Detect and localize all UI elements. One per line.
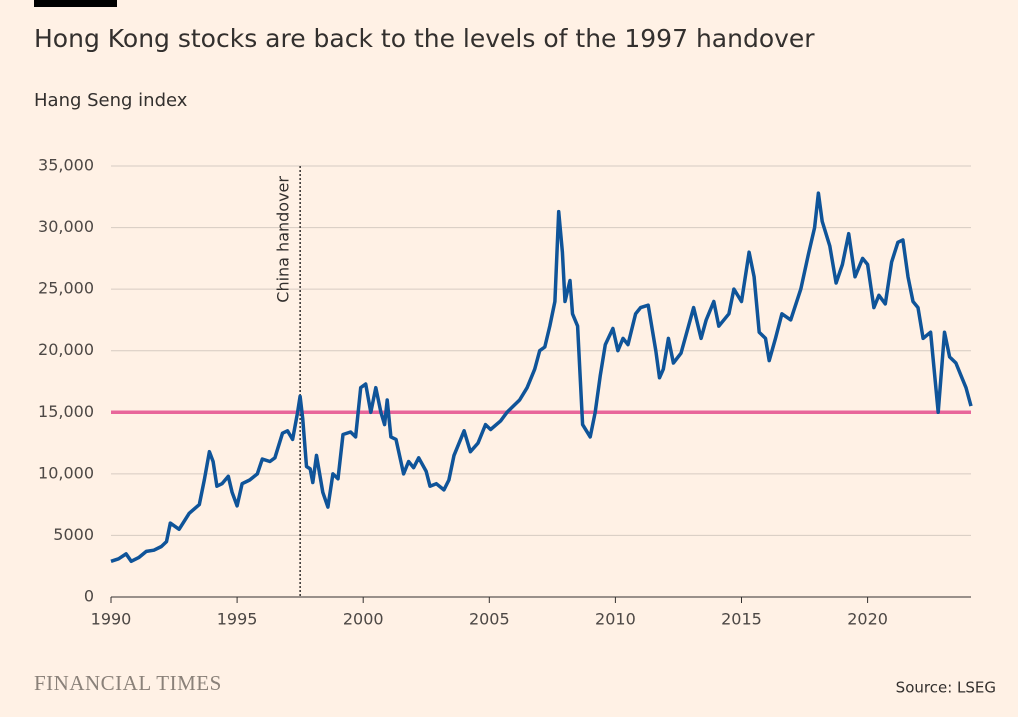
brand-bar [34,0,117,7]
x-tick-label: 1995 [217,610,258,629]
x-tick-label: 2020 [847,610,888,629]
x-tick-label: 2015 [721,610,762,629]
y-tick-label: 5000 [53,525,94,544]
x-tick-label: 2005 [469,610,510,629]
annotation-label: China handover [274,176,293,303]
x-tick-label: 1990 [91,610,132,629]
y-tick-label: 10,000 [38,463,94,482]
y-tick-label: 0 [84,587,94,606]
source: Source: LSEG [896,679,996,697]
y-tick-label: 30,000 [38,217,94,236]
chart-title: Hong Kong stocks are back to the levels … [34,24,815,53]
chart-subtitle: Hang Seng index [34,90,188,111]
y-tick-label: 25,000 [38,279,94,298]
y-tick-label: 20,000 [38,340,94,359]
y-tick-label: 35,000 [38,156,94,175]
x-tick-label: 2000 [343,610,384,629]
x-tick-label: 2010 [595,610,636,629]
y-tick-label: 15,000 [38,402,94,421]
brand: FINANCIAL TIMES [34,671,222,695]
series-line [110,191,973,564]
